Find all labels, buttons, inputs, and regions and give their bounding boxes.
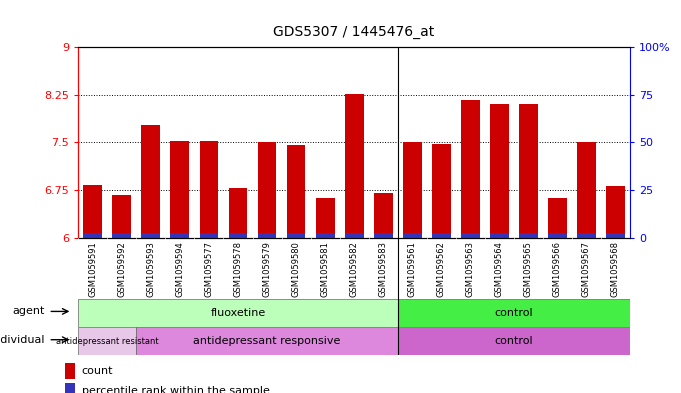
Bar (287, 233, 306, 238)
Bar (200, 233, 219, 238)
Bar (170, 233, 189, 238)
Bar (577, 142, 596, 238)
Text: GSM1059564: GSM1059564 (495, 241, 504, 297)
Bar (112, 233, 131, 238)
Text: antidepressant resistant: antidepressant resistant (56, 337, 159, 345)
Bar (490, 104, 509, 238)
Bar (83, 233, 102, 238)
Bar (136, 327, 398, 355)
Bar (606, 185, 625, 238)
Text: GSM1059562: GSM1059562 (437, 241, 446, 297)
Text: GSM1059591: GSM1059591 (89, 241, 97, 297)
Bar (316, 198, 334, 238)
Text: GSM1059593: GSM1059593 (146, 241, 155, 297)
Bar (65, 363, 75, 379)
Text: individual: individual (0, 335, 44, 345)
Text: GSM1059594: GSM1059594 (176, 241, 185, 297)
Text: percentile rank within the sample: percentile rank within the sample (82, 386, 270, 393)
Bar (257, 142, 276, 238)
Bar (142, 233, 160, 238)
Bar (316, 233, 334, 238)
Bar (170, 141, 189, 238)
Bar (490, 233, 509, 238)
Text: GSM1059592: GSM1059592 (117, 241, 127, 297)
Bar (432, 144, 451, 238)
Bar (78, 327, 136, 355)
Bar (78, 299, 398, 327)
Text: GSM1059579: GSM1059579 (262, 241, 272, 297)
Bar (402, 142, 422, 238)
Bar (577, 233, 596, 238)
Bar (65, 383, 75, 393)
Text: GSM1059582: GSM1059582 (349, 241, 359, 297)
Text: GSM1059583: GSM1059583 (379, 241, 387, 297)
Bar (398, 299, 630, 327)
Bar (229, 233, 247, 238)
Text: GSM1059561: GSM1059561 (408, 241, 417, 297)
Bar (402, 233, 422, 238)
Bar (548, 233, 567, 238)
Bar (83, 185, 102, 238)
Bar (398, 327, 630, 355)
Text: fluoxetine: fluoxetine (210, 308, 266, 318)
Bar (519, 233, 538, 238)
Bar (519, 104, 538, 238)
Bar (287, 145, 306, 238)
Text: GSM1059563: GSM1059563 (466, 241, 475, 297)
Bar (374, 193, 392, 238)
Text: agent: agent (12, 307, 44, 316)
Text: GSM1059578: GSM1059578 (234, 241, 242, 297)
Bar (432, 233, 451, 238)
Text: GSM1059568: GSM1059568 (611, 241, 620, 297)
Bar (461, 233, 479, 238)
Text: count: count (82, 366, 113, 376)
Bar (548, 198, 567, 238)
Bar (606, 233, 625, 238)
Text: GSM1059565: GSM1059565 (524, 241, 533, 297)
Text: GSM1059577: GSM1059577 (204, 241, 213, 297)
Text: GSM1059581: GSM1059581 (321, 241, 330, 297)
Bar (112, 195, 131, 238)
Bar (461, 100, 479, 238)
Text: GDS5307 / 1445476_at: GDS5307 / 1445476_at (274, 25, 434, 39)
Text: GSM1059567: GSM1059567 (582, 241, 591, 297)
Text: control: control (494, 336, 533, 346)
Bar (374, 233, 392, 238)
Text: GSM1059566: GSM1059566 (553, 241, 562, 297)
Bar (142, 125, 160, 238)
Bar (257, 233, 276, 238)
Text: control: control (494, 308, 533, 318)
Bar (345, 94, 364, 238)
Text: antidepressant responsive: antidepressant responsive (193, 336, 340, 346)
Bar (345, 233, 364, 238)
Bar (229, 187, 247, 238)
Text: GSM1059580: GSM1059580 (291, 241, 300, 297)
Bar (200, 141, 219, 238)
